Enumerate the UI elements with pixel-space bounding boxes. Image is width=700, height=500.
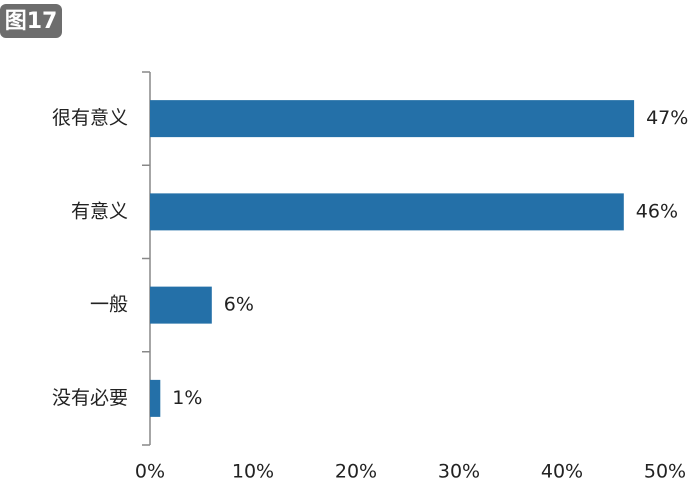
value-label: 6%	[224, 294, 254, 316]
badge-bg	[0, 4, 62, 38]
bar	[150, 286, 212, 324]
bar	[150, 100, 635, 138]
x-tick-label: 0%	[135, 461, 165, 483]
value-label: 47%	[646, 107, 688, 129]
y-tick-label: 没有必要	[52, 387, 128, 409]
value-label: 46%	[636, 200, 678, 222]
x-tick-label: 50%	[644, 461, 686, 483]
y-tick-label: 一般	[90, 294, 128, 316]
y-tick-label: 很有意义	[52, 107, 128, 129]
x-tick-label: 10%	[232, 461, 274, 483]
figure-label: 图17	[5, 9, 58, 34]
bar	[150, 379, 161, 417]
x-tick-label: 40%	[541, 461, 583, 483]
x-tick-label: 30%	[438, 461, 480, 483]
y-tick-label: 有意义	[71, 200, 128, 222]
bar	[150, 193, 624, 231]
value-label: 1%	[172, 387, 202, 409]
x-tick-label: 20%	[335, 461, 377, 483]
